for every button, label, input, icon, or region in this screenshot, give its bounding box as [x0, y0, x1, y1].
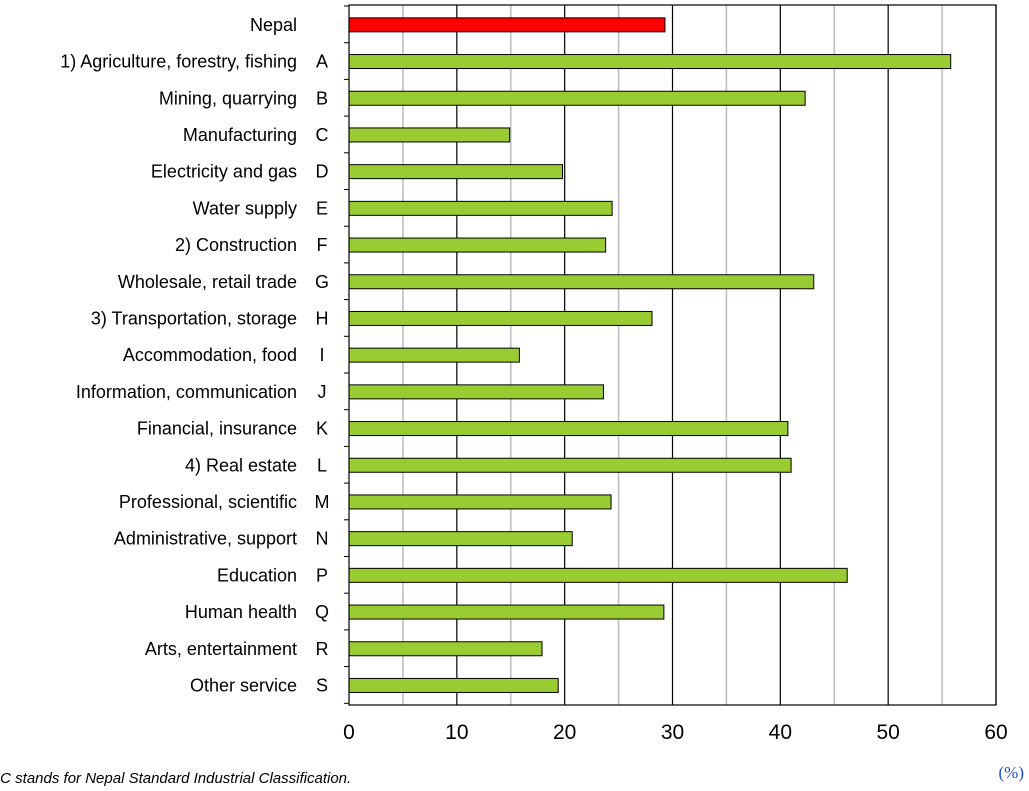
bar-l	[348, 457, 792, 473]
category-label: Other service	[190, 675, 297, 695]
category-label: Professional, scientific	[119, 492, 297, 512]
category-code-label: B	[316, 88, 328, 108]
category-code-label: P	[316, 565, 328, 585]
x-tick-label: 40	[769, 721, 792, 744]
bar-a	[348, 54, 952, 70]
category-label: Administrative, support	[114, 529, 297, 549]
category-label: Information, communication	[76, 382, 297, 402]
category-label: 1) Agriculture, forestry, fishing	[60, 52, 297, 72]
bar-h	[348, 310, 653, 326]
category-label: Nepal	[250, 15, 297, 35]
bar-nepal	[348, 17, 666, 33]
category-code-label: S	[316, 675, 328, 695]
bar-e	[348, 200, 613, 216]
category-code-label: J	[318, 382, 327, 402]
x-tick-label: 20	[553, 721, 576, 744]
category-code-label: H	[316, 308, 329, 328]
category-code-label: R	[316, 639, 329, 659]
category-code-label: A	[316, 52, 328, 72]
category-label: 2) Construction	[175, 235, 297, 255]
category-code-label: Q	[315, 602, 329, 622]
footnote: SIC stands for Nepal Standard Industrial…	[0, 770, 352, 787]
bar-m	[348, 494, 612, 510]
category-code-label: F	[317, 235, 328, 255]
bar-n	[348, 531, 573, 547]
bar-r	[348, 641, 543, 657]
category-label: Manufacturing	[183, 125, 297, 145]
bar-b	[348, 90, 806, 106]
bar-p	[348, 567, 848, 583]
category-label: Human health	[185, 602, 297, 622]
bar-f	[348, 237, 607, 253]
x-tick-label: 30	[661, 721, 684, 744]
category-code-label: K	[316, 419, 328, 439]
bar-k	[348, 421, 789, 437]
category-code-label: N	[316, 529, 329, 549]
category-code-label: E	[316, 198, 328, 218]
x-tick-label: 60	[984, 721, 1007, 744]
bar-c	[348, 127, 511, 143]
bar-d	[348, 164, 564, 180]
category-label: Accommodation, food	[123, 345, 297, 365]
x-unit-label: (%)	[999, 763, 1024, 782]
bar-j	[348, 384, 604, 400]
category-label: Water supply	[193, 198, 297, 218]
bar-g	[348, 274, 815, 290]
category-label: Wholesale, retail trade	[118, 272, 297, 292]
x-tick-label: 10	[445, 721, 468, 744]
x-tick-label: 50	[876, 721, 899, 744]
category-code-label: C	[316, 125, 329, 145]
x-tick-label: 0	[343, 721, 355, 744]
category-label: Arts, entertainment	[145, 639, 297, 659]
category-code-label: D	[316, 162, 329, 182]
category-label: 3) Transportation, storage	[91, 308, 297, 328]
bar-q	[348, 604, 665, 620]
category-label: 4) Real estate	[185, 455, 297, 475]
plot-frame	[348, 4, 997, 706]
x-tick-labels: 0 10 20 30 40 50 60	[343, 721, 1008, 744]
category-code-label: G	[315, 272, 329, 292]
bar-s	[348, 677, 559, 693]
category-label: Mining, quarrying	[159, 88, 297, 108]
axes	[344, 4, 997, 706]
bars	[348, 17, 952, 693]
category-code-label: L	[317, 455, 327, 475]
category-label: Financial, insurance	[137, 419, 297, 439]
bar-i	[348, 347, 520, 363]
category-code-label: I	[319, 345, 324, 365]
category-label: Electricity and gas	[151, 162, 297, 182]
category-label: Education	[217, 565, 297, 585]
category-code-label: M	[315, 492, 330, 512]
